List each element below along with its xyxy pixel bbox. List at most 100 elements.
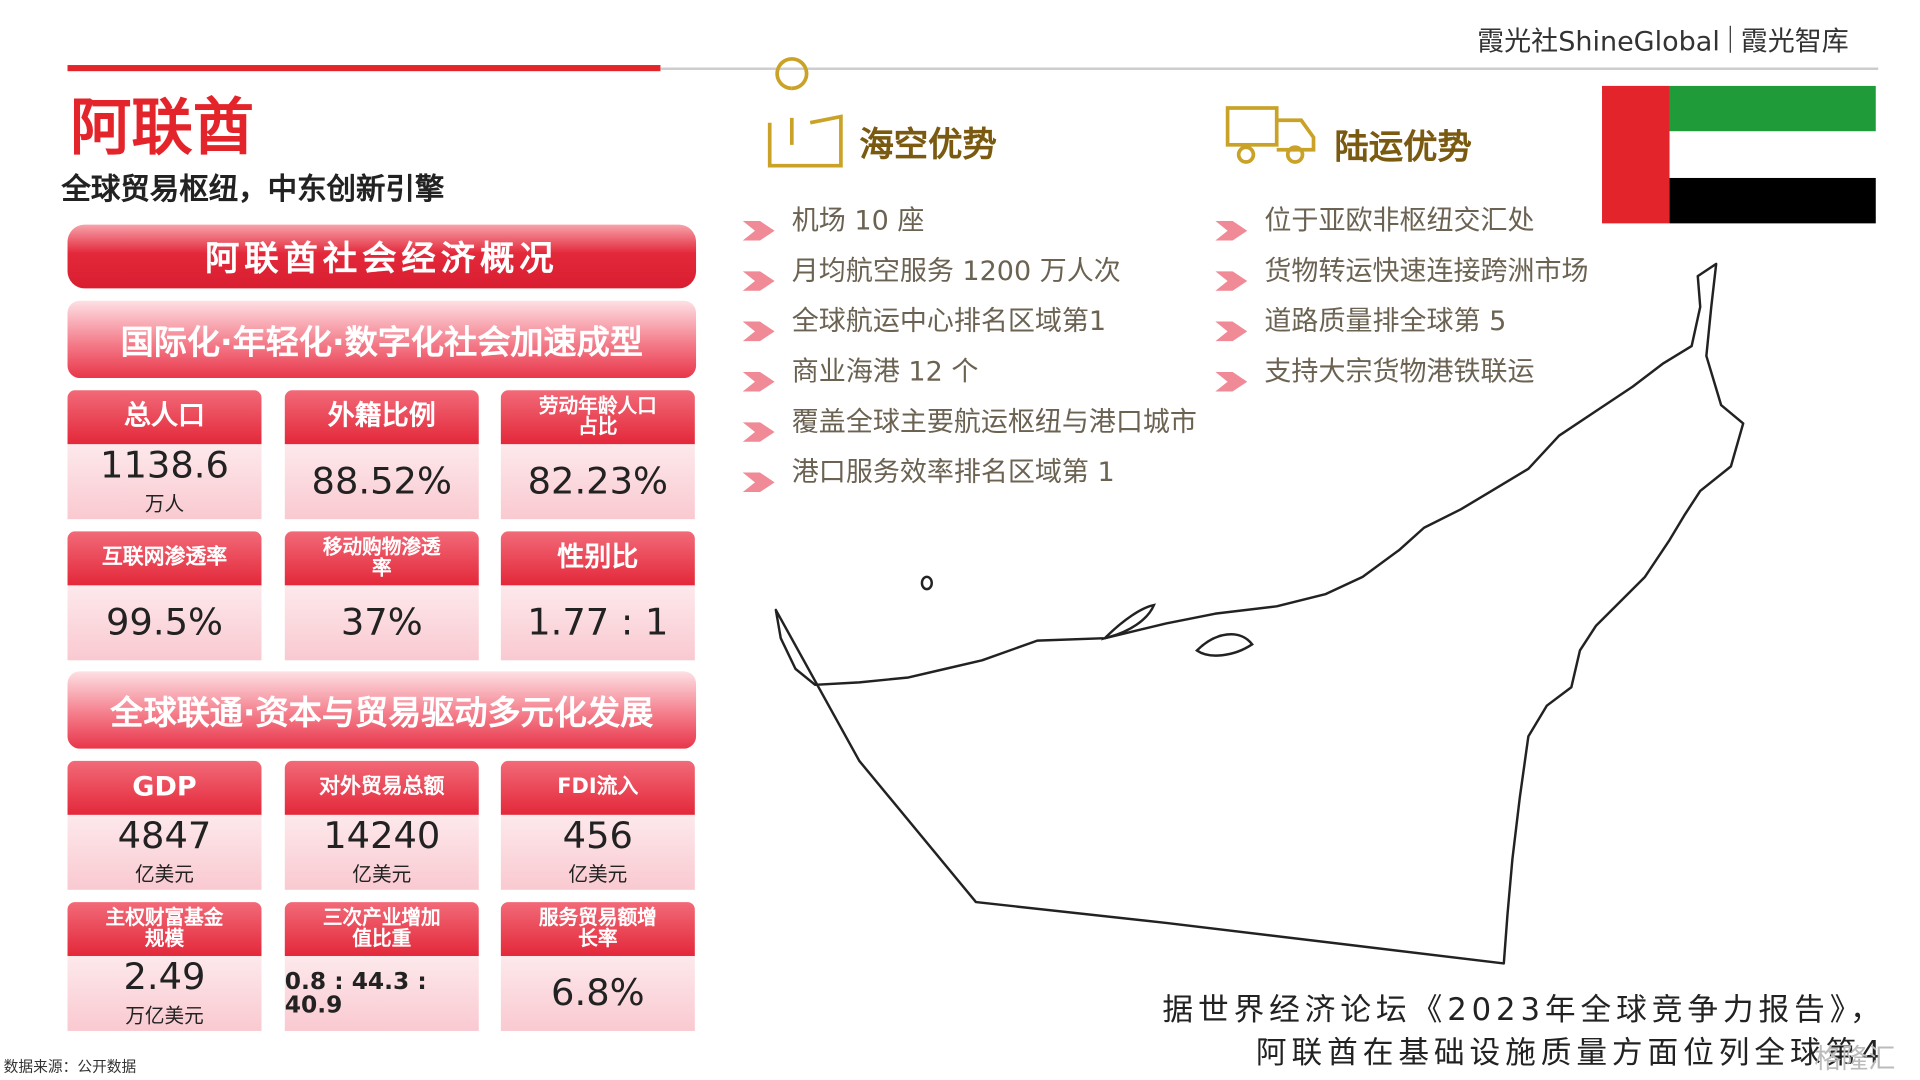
card-body: 82.23%: [500, 444, 695, 520]
bullet-arrow: [1215, 220, 1248, 241]
bullet-arrow: [1215, 271, 1248, 291]
stat-card: 服务贸易额增长率 6.8%: [500, 902, 695, 1031]
card-label: 互联网渗透率: [101, 545, 228, 570]
bullet: [742, 371, 775, 392]
note: 阿联酋在基础设施质量方面位列全球第4: [1255, 1034, 1886, 1071]
separator: [1729, 25, 1731, 53]
card-header: 互联网渗透率: [67, 531, 262, 586]
stat-card: FDI流入 456 亿美元: [500, 760, 695, 890]
bullet: [742, 271, 775, 291]
map-outline: [774, 262, 1745, 965]
arrow: [742, 220, 775, 241]
advantage-item: 机场 10 座: [791, 206, 925, 237]
note: 据世界经济论坛《2023年全球竞争力报告》，: [1162, 991, 1886, 1028]
stat-card: 总人口 1138.6 万人: [67, 390, 262, 520]
card-unit: 亿美元: [568, 862, 628, 886]
bullet: [1215, 321, 1248, 342]
card-value: 14240: [323, 814, 441, 858]
advantage-item: 覆盖全球主要航运枢纽与港口城市: [791, 407, 1197, 439]
stat-card: 互联网渗透率 99.5%: [67, 531, 262, 661]
divider: [660, 67, 1879, 70]
bullet: [742, 220, 775, 241]
advantage-item: 商业海港 12 个: [791, 357, 979, 388]
card-header: 性别比: [500, 531, 695, 586]
card-label: 对外贸易总额: [319, 774, 445, 800]
advantage-title: 陆运优势: [1334, 126, 1472, 167]
card-body: 14240 亿美元: [284, 814, 479, 890]
card-label: 劳动年龄人口占比: [538, 394, 657, 439]
panel-title: 阿联酋社会经济概况: [67, 224, 697, 289]
card-label: 主权财富基金规模: [105, 905, 224, 950]
card-header: 移动购物渗透率: [284, 531, 479, 586]
watermark: 格隆汇: [1814, 1044, 1896, 1076]
card-value: 1138.6: [100, 443, 229, 487]
bullet: [1215, 271, 1248, 291]
card-value: 1.77 : 1: [527, 600, 669, 644]
card-header: 总人口: [67, 390, 262, 445]
arrow: [742, 422, 775, 442]
island: [920, 575, 933, 591]
sea-icon: [767, 57, 843, 168]
card-value: 88.52%: [311, 459, 452, 503]
brand-name: 霞光智库: [1740, 27, 1849, 58]
title: 阿联酋: [69, 92, 255, 164]
card-body: 1.77 : 1: [500, 585, 695, 661]
bullet-arrow: [742, 271, 775, 291]
land-icon: [1225, 106, 1316, 164]
flag-black: [1669, 177, 1876, 224]
arrow: [1215, 321, 1248, 342]
arrow: [1215, 371, 1248, 392]
flag: [1602, 85, 1876, 224]
card-value: 82.23%: [527, 459, 669, 503]
stat-card: 对外贸易总额 14240 亿美元: [284, 760, 479, 890]
advantage-item: 全球航运中心排名区域第1: [791, 306, 1107, 338]
stat-card: GDP 4847 亿美元: [67, 760, 262, 890]
card-header: 服务贸易额增长率: [500, 902, 695, 957]
card-label: 三次产业增加值比重: [322, 905, 441, 950]
card-body: 88.52%: [284, 444, 479, 520]
card-label: 总人口: [123, 401, 206, 433]
card-label: 外籍比例: [327, 401, 436, 433]
stat-card: 性别比 1.77 : 1: [500, 531, 695, 661]
card-unit: 万人: [144, 491, 185, 515]
stat-card: 主权财富基金规模 2.49 万亿美元: [67, 902, 262, 1031]
card-header: 三次产业增加值比重: [284, 902, 479, 957]
bullet-arrow: [742, 321, 775, 342]
card-value: 2.49: [123, 955, 206, 999]
card-value: 99.5%: [105, 600, 224, 644]
card-value: 456: [562, 814, 633, 858]
advantage-item: 道路质量排全球第 5: [1264, 306, 1507, 338]
bullet-arrow: [1215, 371, 1248, 392]
advantage-item: 月均航空服务 1200 万人次: [791, 256, 1121, 288]
card-header: 劳动年龄人口占比: [500, 390, 695, 445]
bullet: [742, 321, 775, 342]
card-label: 服务贸易额增长率: [538, 905, 657, 950]
bullet-arrow: [742, 422, 775, 442]
arrow: [1215, 220, 1248, 241]
arrow: [742, 472, 775, 493]
bullet: [1215, 220, 1248, 241]
card-body: 99.5%: [67, 585, 262, 661]
card-value: 6.8%: [551, 971, 645, 1015]
card-header: 对外贸易总额: [284, 760, 479, 815]
accent-line: [67, 65, 661, 72]
section-title: 国际化·年轻化·数字化社会加速成型: [67, 300, 697, 379]
arrow: [1215, 271, 1248, 291]
brand-name: 霞光社ShineGlobal: [1477, 27, 1720, 58]
card-body: 456 亿美元: [500, 814, 695, 890]
arrow: [742, 271, 775, 291]
arrow: [742, 321, 775, 342]
card-value: 0.8 : 44.3 : 40.9: [284, 967, 427, 1019]
card-value: 4847: [117, 814, 212, 858]
card-header: 主权财富基金规模: [67, 902, 262, 957]
card-value: 37%: [340, 600, 423, 644]
advantage-item: 港口服务效率排名区域第 1: [791, 457, 1115, 489]
flag-green: [1669, 85, 1876, 132]
bullet-arrow: [742, 472, 775, 493]
stat-card: 劳动年龄人口占比 82.23%: [500, 390, 695, 520]
island: [1100, 603, 1156, 641]
arrow: [742, 371, 775, 392]
section-title: 全球联通·资本与贸易驱动多元化发展: [67, 671, 697, 749]
